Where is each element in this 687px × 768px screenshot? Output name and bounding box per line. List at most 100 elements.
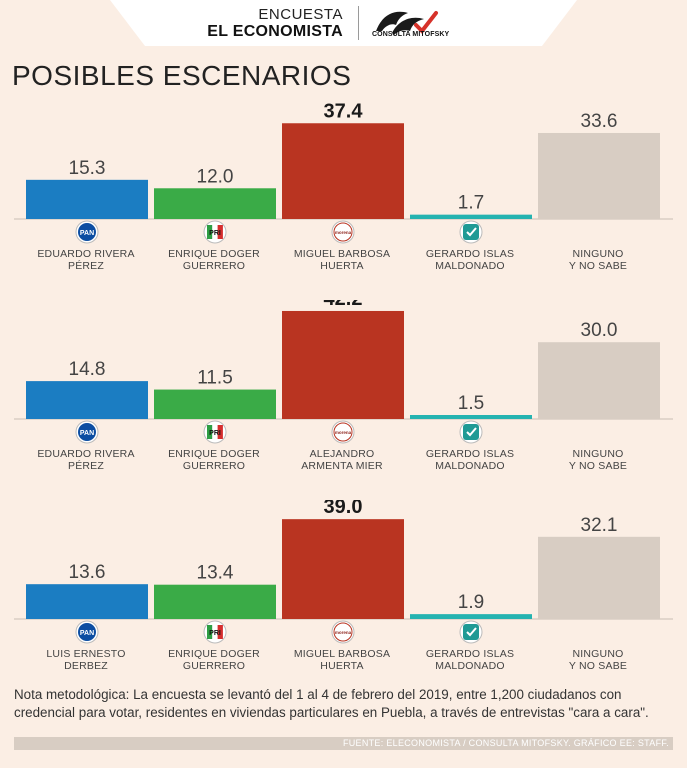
header-line1: ENCUESTA	[258, 6, 343, 23]
logo-text: CONSULTA MITOFSKY	[372, 31, 450, 38]
logo-stripe	[217, 425, 223, 439]
logo-letters: morena	[335, 630, 352, 635]
candidate-name: GERARDO ISLAS MALDONADO	[410, 448, 530, 472]
bar-1	[26, 381, 148, 419]
logo-letters: morena	[335, 230, 352, 235]
name-line: ALEJANDRO	[309, 448, 375, 460]
scenario-panel-3: 13.6 PAN 13.4 PRI 39.0 morena 1.9 32.1 LUIS ERN…	[0, 500, 687, 690]
psi-logo-icon	[459, 620, 483, 644]
logo-letters: PAN	[80, 430, 94, 437]
pan-logo-icon: PAN	[75, 220, 99, 244]
name-line: ENRIQUE DOGER	[168, 448, 260, 460]
candidate-name: NINGUNO Y NO SABE	[538, 248, 658, 272]
source-bar: FUENTE: ELECONOMISTA / CONSULTA MITOFSKY…	[14, 737, 673, 750]
name-line: HUERTA	[320, 660, 364, 672]
logo-stripe	[207, 625, 213, 639]
data-label: 13.6	[69, 562, 106, 583]
logo-stripe	[207, 425, 213, 439]
bar-4	[410, 415, 532, 419]
scenario-panel-2: 14.8 PAN 11.5 PRI 42.2 morena 1.5 30.0 EDUARDO …	[0, 300, 687, 490]
candidate-name: MIGUEL BARBOSA HUERTA	[282, 648, 402, 672]
name-line: NINGUNO	[572, 248, 624, 260]
data-label: 1.5	[458, 393, 484, 414]
scenario-1-chart: 15.3 PAN 12.0 PRI 37.4 morena 1.7 33.6	[14, 100, 673, 244]
candidate-name: LUIS ERNESTO DERBEZ	[26, 648, 146, 672]
header-title: ENCUESTA EL ECONOMISTA	[175, 6, 343, 40]
data-label: 32.1	[581, 515, 618, 536]
pan-logo-icon: PAN	[75, 420, 99, 444]
candidate-name: ENRIQUE DOGER GUERRERO	[154, 248, 274, 272]
logo-fill	[333, 222, 353, 242]
candidate-name: ALEJANDRO ARMENTA MIER	[282, 448, 402, 472]
logo-stripe	[207, 225, 213, 239]
candidate-name: ENRIQUE DOGER GUERRERO	[154, 448, 274, 472]
data-label: 37.4	[324, 100, 364, 122]
logo-stripe	[212, 425, 218, 439]
candidate-name: EDUARDO RIVERA PÉREZ	[26, 448, 146, 472]
pan-logo-icon: PAN	[75, 620, 99, 644]
logo-fill	[78, 623, 96, 641]
logo-fill	[463, 224, 479, 240]
data-label: 39.0	[324, 500, 363, 518]
logo-letters: PRI	[209, 430, 221, 437]
logo-fill	[78, 223, 96, 241]
candidate-name: GERARDO ISLAS MALDONADO	[410, 648, 530, 672]
pri-logo-icon: PRI	[203, 620, 227, 644]
logo-fill	[463, 624, 479, 640]
morena-logo-icon: morena	[331, 420, 355, 444]
logo-stripe	[212, 225, 218, 239]
bar-1	[26, 584, 148, 619]
name-line: GUERRERO	[182, 260, 246, 272]
name-line: Y NO SABE	[568, 460, 628, 472]
header-line2: EL ECONOMISTA	[207, 23, 343, 40]
pri-logo-icon: PRI	[203, 220, 227, 244]
logo-fill	[333, 422, 353, 442]
morena-logo-icon: morena	[331, 220, 355, 244]
bar-5	[538, 132, 660, 219]
name-line: MIGUEL BARBOSA	[293, 648, 391, 660]
logo-check	[466, 427, 477, 437]
data-label: 13.4	[197, 563, 234, 584]
name-line: GUERRERO	[182, 460, 246, 472]
name-line: MALDONADO	[435, 260, 505, 272]
logo-check	[466, 227, 477, 237]
data-label: 30.0	[581, 320, 618, 341]
logo-letters: PAN	[80, 630, 94, 637]
logo-check	[466, 627, 477, 637]
data-label: 15.3	[69, 158, 106, 179]
mitofsky-logo-icon	[376, 11, 438, 35]
name-line: ENRIQUE DOGER	[168, 248, 260, 260]
name-line: Y NO SABE	[568, 660, 628, 672]
logo-fill	[463, 424, 479, 440]
header-band	[110, 0, 577, 46]
name-line: MALDONADO	[435, 660, 505, 672]
bar-2	[154, 188, 276, 219]
logo-fill	[78, 423, 96, 441]
name-line: EDUARDO RIVERA	[37, 448, 135, 460]
name-line: GERARDO ISLAS	[425, 448, 515, 460]
data-label: 42.2	[324, 300, 363, 310]
bar-1	[26, 179, 148, 219]
data-label: 11.5	[197, 368, 233, 389]
methodology-note: Nota metodológica: La encuesta se levant…	[14, 687, 649, 720]
name-line: MIGUEL BARBOSA	[293, 248, 391, 260]
name-line: HUERTA	[320, 260, 364, 272]
name-line: ARMENTA MIER	[301, 460, 383, 472]
logo-stripe	[217, 625, 223, 639]
bar-3	[282, 123, 404, 219]
name-line: PÉREZ	[67, 260, 104, 272]
name-line: GERARDO ISLAS	[425, 648, 515, 660]
candidate-name: ENRIQUE DOGER GUERRERO	[154, 648, 274, 672]
pri-logo-icon: PRI	[203, 420, 227, 444]
page-title: POSIBLES ESCENARIOS	[12, 60, 352, 91]
candidate-name: GERARDO ISLAS MALDONADO	[410, 248, 530, 272]
name-line: NINGUNO	[572, 448, 624, 460]
name-line: PÉREZ	[67, 460, 104, 472]
name-line: GUERRERO	[182, 660, 246, 672]
logo-letters: PRI	[209, 230, 221, 237]
bar-4	[410, 614, 532, 619]
header-divider	[358, 6, 359, 40]
bar-4	[410, 214, 532, 219]
candidate-name: MIGUEL BARBOSA HUERTA	[282, 248, 402, 272]
candidate-name: NINGUNO Y NO SABE	[538, 448, 658, 472]
